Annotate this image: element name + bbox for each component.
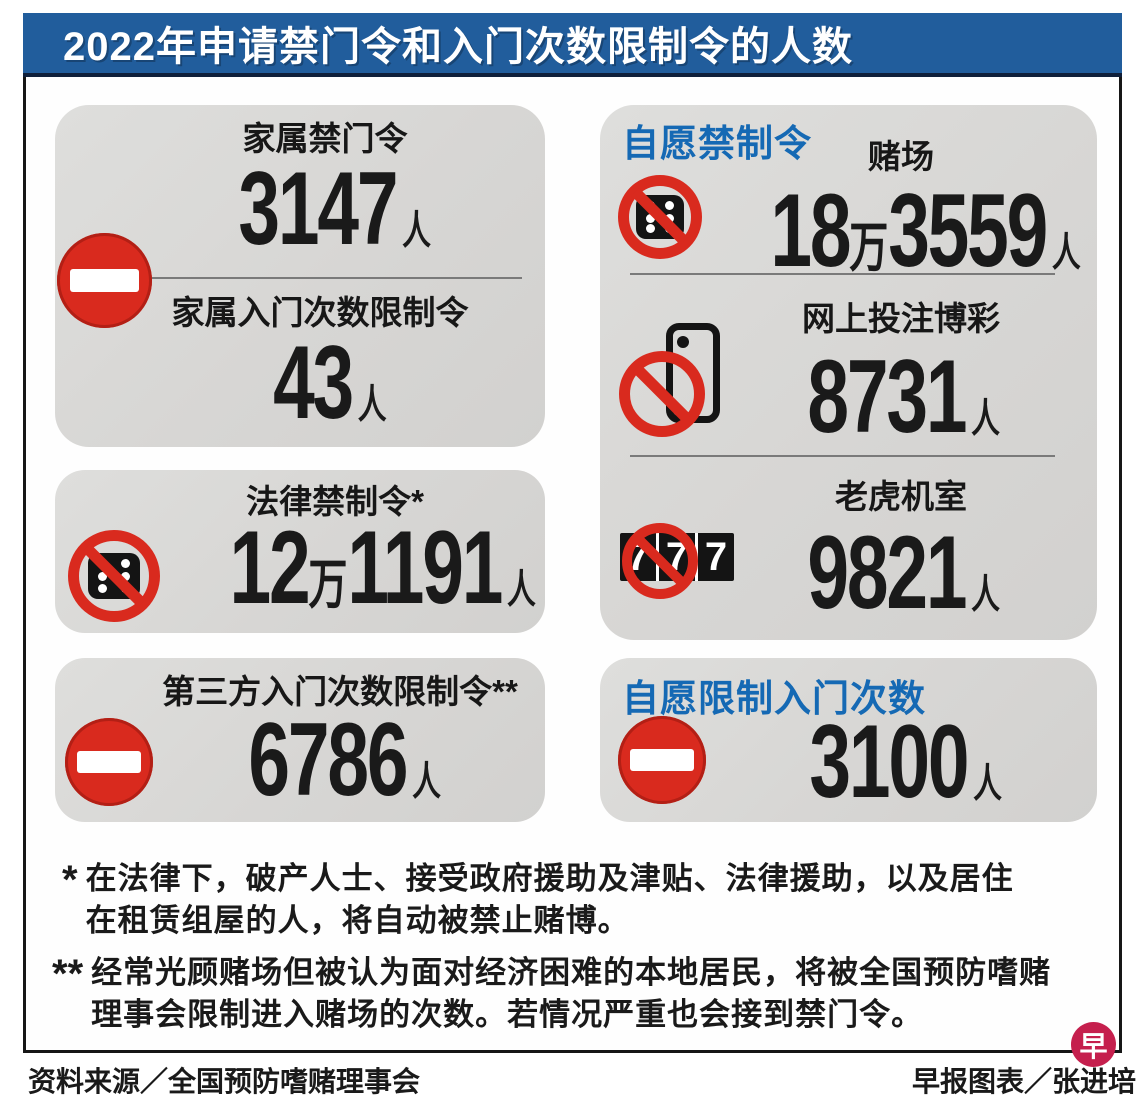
casino-value-rest: 3559 (888, 173, 1048, 289)
family-exclusion-value: 3147 (238, 151, 399, 267)
online-betting-value: 8731 (807, 339, 967, 455)
third-party-limit-label: 第三方入门次数限制令** (162, 673, 518, 710)
wan-character: 万 (849, 218, 889, 278)
person-unit: 人 (970, 397, 1000, 441)
footnote-text: 经常光顾赌场但被认为面对经济困难的本地居民，将被全国预防嗜赌理事会限制进入赌场的… (91, 955, 1052, 1032)
no-entry-icon (65, 718, 153, 806)
credit-caption: 早报图表／张进培 (911, 1066, 1136, 1097)
zaobao-logo-character: 早 (1079, 1030, 1108, 1062)
voluntary-limit-value: 3100 (809, 704, 970, 820)
footnote-text: 在法律下，破产人士、接受政府援助及津贴、法律援助，以及居住在租赁组屋的人，将自动… (85, 861, 1014, 938)
zaobao-logo: 早 (1071, 1022, 1116, 1067)
family-visit-limit-value-row: 43 人 (55, 331, 545, 435)
person-unit: 人 (506, 568, 536, 612)
person-unit: 人 (412, 760, 442, 804)
online-betting-value-row: 8731 人 (600, 345, 1097, 449)
law-exclusion-card: 法律禁制令* 12万1191 人 (55, 470, 545, 633)
law-exclusion-value-prefix: 12 (229, 510, 311, 626)
source-caption: 资料来源／全国预防嗜赌理事会 (28, 1066, 421, 1097)
footnote-two: ** 经常光顾赌场但被认为面对经济困难的本地居民，将被全国预防嗜赌理事会限制进入… (52, 952, 1051, 1036)
voluntary-exclusion-card: 自愿禁制令 赌场 18万3559 人 网上投注博彩 8731 人 老虎机室 9821… (600, 105, 1097, 640)
person-unit: 人 (402, 209, 432, 253)
family-exclusion-value-row: 3147 人 (55, 157, 545, 261)
law-exclusion-value-row: 12万1191 人 (55, 516, 545, 620)
family-exclusion-label: 家属禁门令 (242, 120, 408, 157)
reel-digit: 7 (704, 534, 728, 579)
slot-room-value-row: 9821 人 (600, 521, 1097, 625)
person-unit: 人 (970, 573, 1000, 617)
no-dice-icon (68, 530, 160, 622)
footnote-one: * 在法律下，破产人士、接受政府援助及津贴、法律援助，以及居住在租赁组屋的人，将… (62, 858, 1031, 942)
ban-slash (632, 364, 692, 423)
law-exclusion-label: 法律禁制令* (246, 483, 424, 520)
casino-value-row: 18万3559 人 (600, 179, 1097, 283)
ban-slash (634, 535, 686, 587)
page-title: 2022年申请禁门令和入门次数限制令的人数 (63, 25, 853, 69)
wan-character: 万 (308, 555, 348, 615)
third-party-limit-value-row: 6786 人 (55, 708, 545, 812)
voluntary-limit-card: 自愿限制入门次数 3100 人 (600, 658, 1097, 822)
no-entry-icon (57, 233, 152, 328)
footnote-marker: ** (52, 952, 84, 996)
family-visit-limit-label: 家属入门次数限制令 (171, 294, 469, 331)
voluntary-exclusion-header: 自愿禁制令 (622, 123, 812, 164)
third-party-limit-value: 6786 (248, 702, 409, 818)
voluntary-limit-header: 自愿限制入门次数 (622, 678, 926, 719)
title-bar: 2022年申请禁门令和入门次数限制令的人数 (23, 13, 1122, 77)
entry-bar (630, 749, 694, 771)
no-phone-icon (619, 351, 705, 437)
person-unit: 人 (1051, 231, 1081, 275)
person-unit: 人 (357, 383, 387, 427)
no-dice-icon (618, 175, 702, 259)
casino-label: 赌场 (868, 138, 934, 175)
entry-bar (70, 269, 139, 292)
camera-dot (677, 336, 689, 348)
divider (630, 455, 1055, 457)
divider (630, 273, 1055, 275)
slot-room-label: 老虎机室 (835, 478, 967, 515)
person-unit: 人 (973, 762, 1003, 806)
divider (150, 277, 522, 279)
no-slot-machine-icon (622, 523, 698, 599)
online-betting-label: 网上投注博彩 (802, 300, 1000, 337)
slot-room-value: 9821 (807, 515, 967, 631)
footnote-marker: * (62, 858, 78, 902)
family-exclusion-card: 家属禁门令 3147 人 家属入门次数限制令 43 人 (55, 105, 545, 447)
entry-bar (77, 751, 141, 773)
family-visit-limit-value: 43 (273, 325, 354, 441)
law-exclusion-value-rest: 1191 (347, 510, 503, 626)
no-entry-icon (618, 716, 706, 804)
casino-value-prefix: 18 (770, 173, 851, 289)
voluntary-limit-value-row: 3100 人 (600, 710, 1097, 814)
third-party-limit-card: 第三方入门次数限制令** 6786 人 (55, 658, 545, 822)
